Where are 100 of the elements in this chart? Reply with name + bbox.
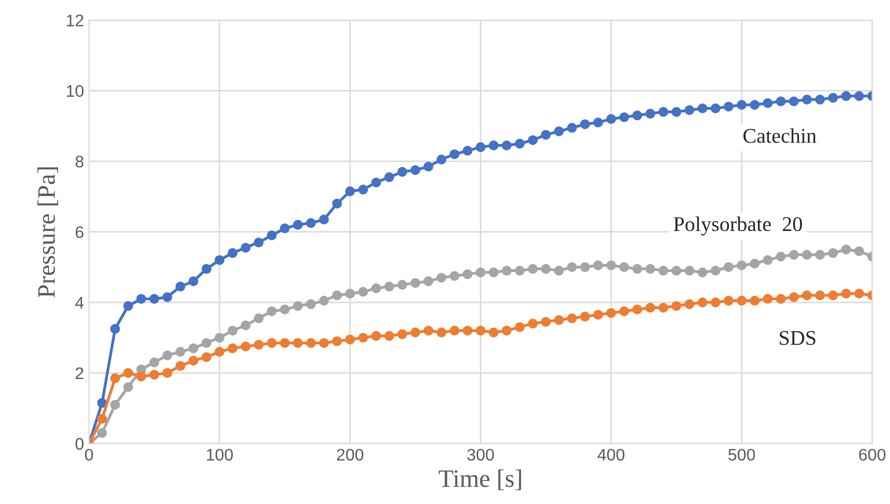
point [292,220,303,230]
point [123,301,134,311]
point [266,306,277,316]
point [214,255,224,265]
point [397,280,408,290]
point [384,282,394,292]
point [528,135,538,145]
point [502,266,512,276]
point [488,268,499,278]
point [854,246,864,256]
y-axis-title: Pressure [Pa] [37,167,58,298]
point [319,214,329,224]
point [514,138,525,148]
point [580,119,590,130]
point [332,198,342,208]
x-tick-label: 400 [598,448,624,461]
point [815,250,825,260]
point [488,140,499,150]
point [698,268,708,278]
point [802,94,812,104]
point [306,218,316,228]
point [345,186,355,196]
point [815,94,825,104]
point [710,104,720,114]
point [240,320,250,330]
point [188,343,198,354]
point [776,96,786,106]
point [658,107,668,117]
point [789,250,799,260]
point [97,398,107,408]
point [541,130,551,140]
series-label: SDS [780,331,816,346]
point [736,100,747,110]
point [684,105,694,115]
point [606,114,616,124]
point [802,250,812,260]
point [371,178,382,188]
point [698,104,708,114]
point [567,122,577,133]
point [254,313,264,324]
point [619,262,630,272]
point [149,358,160,368]
point [280,304,290,314]
point [593,118,603,128]
point [110,324,120,334]
point [319,296,329,306]
point [176,282,186,292]
point [776,252,786,262]
point [97,428,107,438]
point [567,262,577,272]
point [228,326,238,336]
point [123,382,134,392]
point [202,338,212,348]
point [554,266,564,276]
y-tick-label: 4 [75,296,84,308]
point [632,264,642,274]
x-tick-label: 100 [206,448,233,461]
point [476,268,486,278]
point [724,102,734,112]
point [619,112,630,122]
x-tick-label: 200 [337,448,364,461]
point [254,238,264,248]
point [462,269,472,280]
y-tick-label: 10 [66,85,84,97]
point [554,126,564,136]
point [724,262,734,272]
point [410,165,420,175]
point [162,350,172,360]
point [684,266,694,276]
point [841,91,851,101]
point [306,299,316,310]
point [841,244,851,254]
point [280,223,290,234]
point [292,301,303,311]
point [645,264,656,274]
point [606,260,616,270]
y-tick-label: 0 [76,438,84,450]
point [397,167,408,177]
point [136,294,146,304]
point [541,264,551,274]
point [672,107,682,117]
point [202,264,212,274]
series-label: Catechin [743,128,816,143]
y-tick-label: 12 [66,14,84,26]
point [188,276,198,286]
point [828,248,838,258]
y-tick-label: 8 [76,156,84,168]
x-tick-label: 0 [85,448,93,461]
point [358,184,368,194]
point [762,255,773,265]
x-tick-label: 600 [859,448,886,461]
point [528,264,538,274]
point [593,260,603,270]
point [462,146,472,156]
point [854,91,864,101]
x-tick-label: 300 [467,448,494,461]
point [750,258,760,268]
point [450,149,460,160]
point [645,108,656,119]
x-tick-label: 500 [728,448,755,461]
